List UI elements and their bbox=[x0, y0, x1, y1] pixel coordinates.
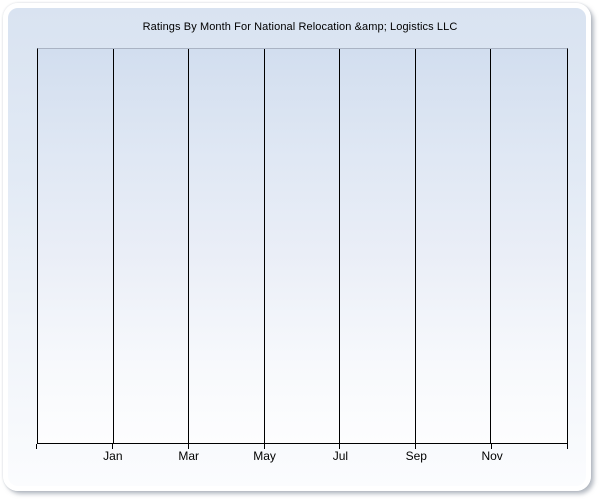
gridline bbox=[339, 49, 341, 443]
x-axis-tick bbox=[415, 444, 417, 449]
gridline bbox=[263, 49, 265, 443]
gridlines bbox=[38, 49, 567, 443]
gridline bbox=[188, 49, 190, 443]
x-axis-label: Jul bbox=[332, 449, 349, 463]
x-axis-tick bbox=[111, 444, 113, 449]
x-axis-label: Jan bbox=[103, 449, 123, 463]
x-axis-label: May bbox=[253, 449, 276, 463]
x-axis-label: Sep bbox=[405, 449, 427, 463]
gridline bbox=[112, 49, 114, 443]
x-axis-labels: Jan Mar May Jul Sep Nov bbox=[37, 449, 568, 465]
x-axis-label: Mar bbox=[178, 449, 200, 463]
x-axis-label: Nov bbox=[481, 449, 503, 463]
x-axis-tick bbox=[187, 444, 189, 449]
gridline bbox=[414, 49, 416, 443]
x-axis-tick bbox=[491, 444, 493, 449]
x-axis-tick bbox=[339, 444, 341, 449]
gridline bbox=[490, 49, 492, 443]
chart-title: Ratings By Month For National Relocation… bbox=[142, 21, 458, 33]
x-axis-tick bbox=[36, 444, 37, 449]
x-axis-tick bbox=[567, 444, 568, 449]
plot-area bbox=[37, 48, 568, 444]
x-axis-ticks bbox=[36, 444, 568, 449]
x-axis-tick bbox=[263, 444, 265, 449]
